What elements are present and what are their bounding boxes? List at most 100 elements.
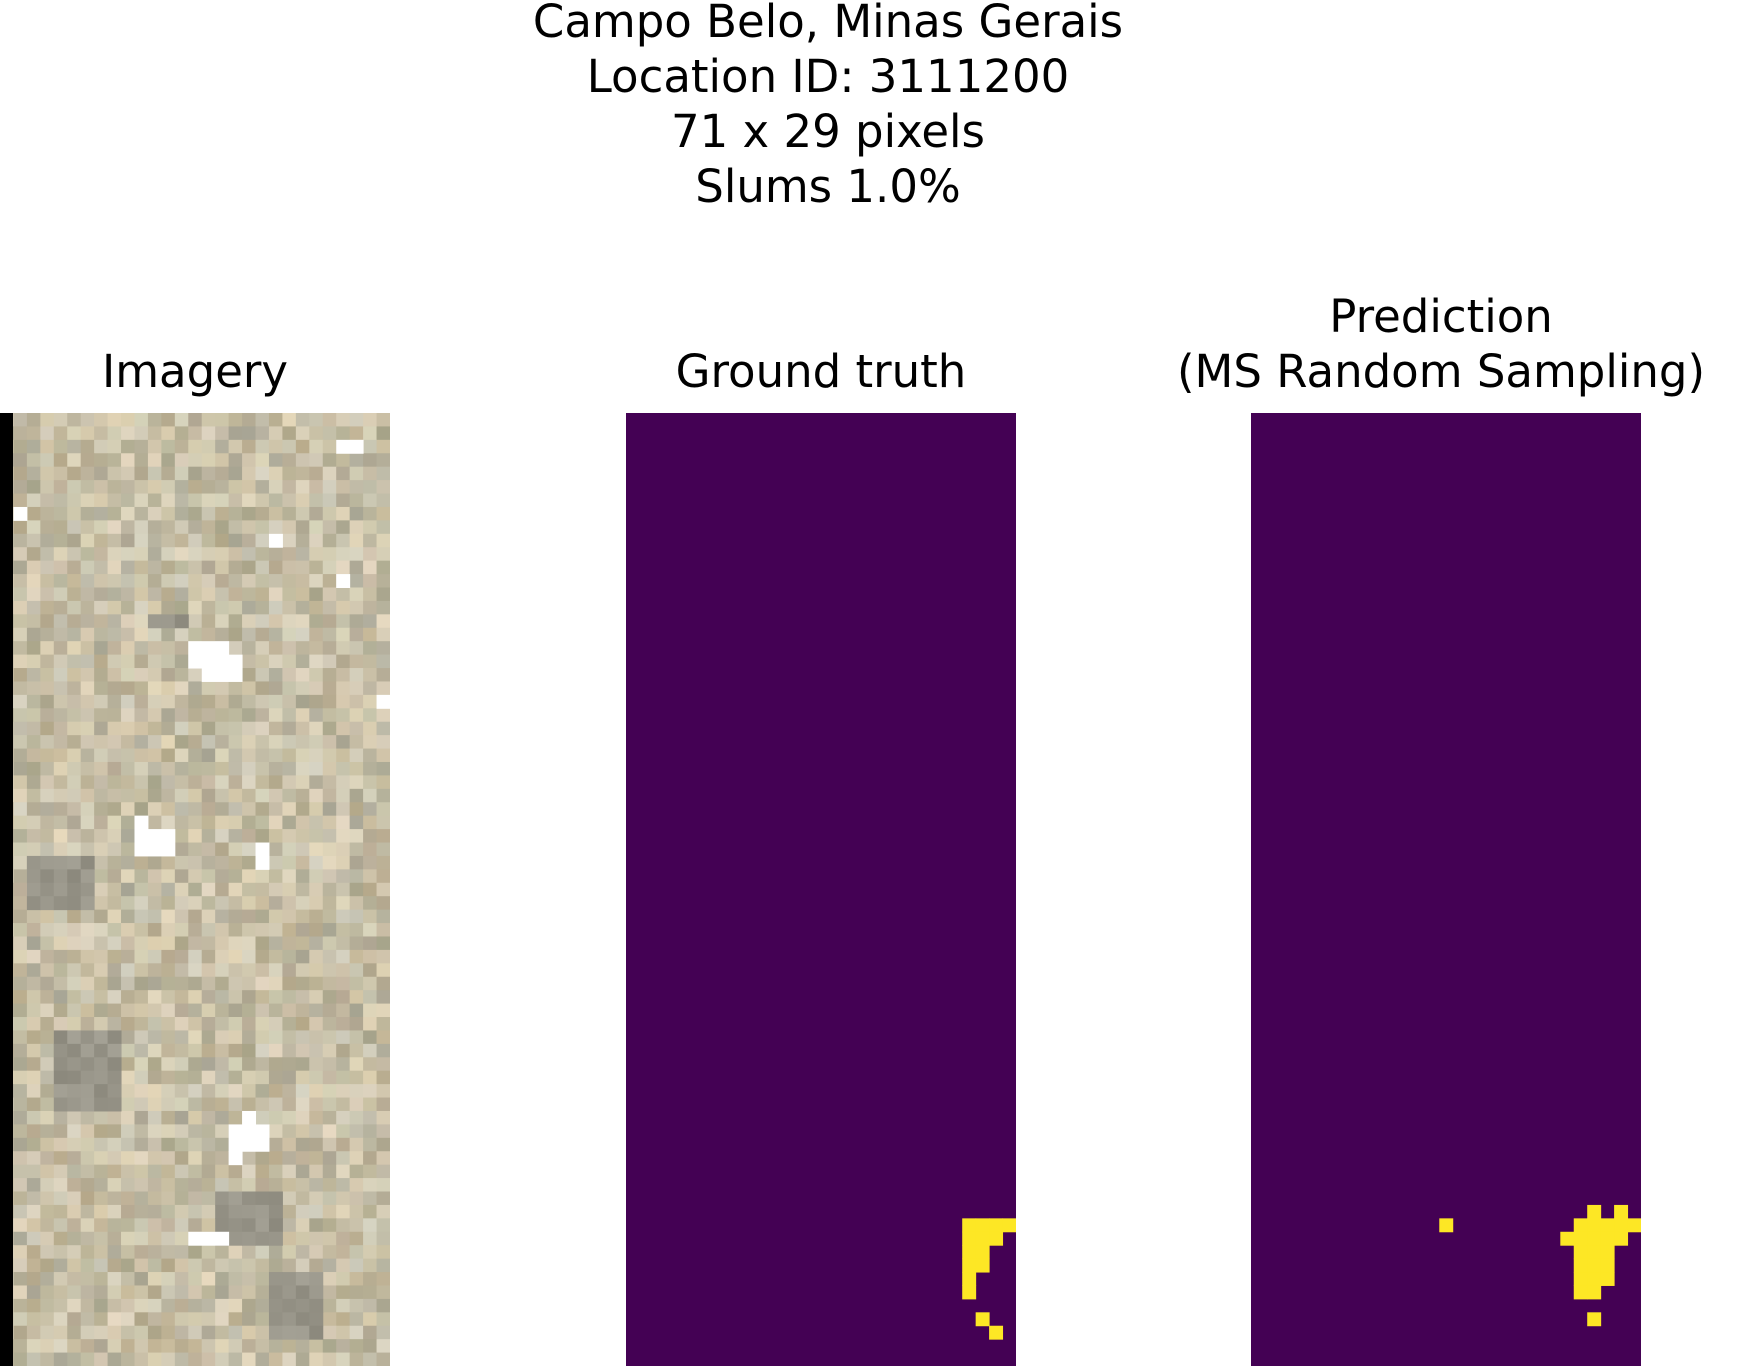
imagery-pixel bbox=[363, 627, 378, 642]
imagery-pixel bbox=[215, 1097, 230, 1112]
imagery-pixel bbox=[268, 909, 283, 924]
imagery-pixel bbox=[161, 560, 176, 575]
imagery-pixel bbox=[147, 641, 162, 656]
imagery-pixel bbox=[295, 949, 310, 964]
imagery-pixel bbox=[26, 1084, 41, 1099]
imagery-pixel bbox=[188, 1272, 203, 1286]
imagery-pixel bbox=[161, 506, 176, 521]
imagery-pixel bbox=[336, 654, 351, 669]
imagery-pixel bbox=[255, 721, 270, 736]
imagery-pixel bbox=[188, 829, 203, 844]
imagery-pixel bbox=[336, 614, 351, 629]
imagery-pixel bbox=[242, 1352, 257, 1366]
imagery-pixel bbox=[242, 668, 257, 682]
imagery-pixel bbox=[309, 614, 324, 629]
imagery-pixel bbox=[161, 1097, 176, 1112]
imagery-pixel bbox=[188, 1030, 203, 1045]
imagery-bright-pixel bbox=[228, 1151, 243, 1166]
imagery-pixel bbox=[94, 842, 109, 857]
imagery-dark-pixel bbox=[268, 1298, 283, 1313]
imagery-pixel bbox=[322, 923, 337, 937]
imagery-pixel bbox=[242, 1178, 257, 1193]
imagery-pixel bbox=[188, 721, 203, 736]
imagery-pixel bbox=[107, 1231, 122, 1246]
imagery-pixel bbox=[94, 1312, 109, 1327]
imagery-pixel bbox=[26, 1043, 41, 1058]
imagery-pixel bbox=[201, 1272, 216, 1286]
imagery-pixel bbox=[13, 627, 28, 642]
imagery-pixel bbox=[134, 909, 149, 924]
imagery-dark-pixel bbox=[94, 1057, 109, 1072]
imagery-pixel bbox=[282, 735, 297, 750]
imagery-dark-pixel bbox=[80, 1070, 95, 1085]
imagery-pixel bbox=[147, 1124, 162, 1139]
imagery-pixel bbox=[134, 506, 149, 521]
imagery-pixel bbox=[336, 1325, 351, 1340]
imagery-pixel bbox=[228, 842, 243, 857]
imagery-dark-pixel bbox=[53, 1043, 68, 1058]
imagery-pixel bbox=[376, 681, 390, 696]
imagery-pixel bbox=[188, 761, 203, 776]
imagery-pixel bbox=[295, 1352, 310, 1366]
imagery-pixel bbox=[13, 949, 28, 964]
imagery-pixel bbox=[242, 869, 257, 884]
imagery-pixel bbox=[80, 949, 95, 964]
imagery-pixel bbox=[376, 1245, 390, 1260]
imagery-pixel bbox=[121, 694, 135, 709]
imagery-pixel bbox=[174, 829, 189, 844]
imagery-pixel bbox=[174, 990, 189, 1005]
imagery-pixel bbox=[147, 453, 162, 468]
imagery-pixel bbox=[242, 708, 257, 723]
slum-pixel bbox=[975, 1258, 990, 1273]
imagery-pixel bbox=[295, 466, 310, 481]
imagery-pixel bbox=[268, 426, 283, 441]
imagery-pixel bbox=[309, 976, 324, 991]
imagery-pixel bbox=[322, 855, 337, 870]
imagery-pixel bbox=[80, 641, 95, 656]
imagery-pixel bbox=[161, 1245, 176, 1260]
imagery-pixel bbox=[336, 708, 351, 723]
imagery-pixel bbox=[107, 1339, 122, 1354]
imagery-pixel bbox=[188, 909, 203, 924]
imagery-pixel bbox=[26, 708, 41, 723]
imagery-pixel bbox=[107, 829, 122, 844]
imagery-pixel bbox=[13, 1151, 28, 1166]
imagery-pixel bbox=[134, 654, 149, 669]
imagery-pixel bbox=[121, 453, 135, 468]
imagery-pixel bbox=[174, 574, 189, 588]
imagery-pixel bbox=[161, 694, 176, 709]
imagery-pixel bbox=[363, 748, 378, 763]
imagery-pixel bbox=[322, 761, 337, 776]
imagery-pixel bbox=[268, 1352, 283, 1366]
imagery-pixel bbox=[121, 600, 135, 615]
imagery-pixel bbox=[53, 600, 68, 615]
imagery-pixel bbox=[268, 1151, 283, 1166]
imagery-pixel bbox=[67, 1164, 82, 1179]
imagery-pixel bbox=[255, 923, 270, 937]
imagery-pixel bbox=[40, 761, 55, 776]
imagery-pixel bbox=[188, 453, 203, 468]
imagery-pixel bbox=[309, 735, 324, 750]
imagery-pixel bbox=[26, 1312, 41, 1327]
imagery-pixel bbox=[134, 1285, 149, 1300]
imagery-pixel bbox=[228, 1245, 243, 1260]
imagery-dark-pixel bbox=[215, 1204, 230, 1219]
imagery-pixel bbox=[363, 735, 378, 750]
imagery-pixel bbox=[147, 1258, 162, 1273]
imagery-pixel bbox=[80, 600, 95, 615]
imagery-pixel bbox=[282, 533, 297, 548]
imagery-pixel bbox=[268, 1110, 283, 1125]
imagery-pixel bbox=[336, 681, 351, 696]
imagery-pixel bbox=[147, 788, 162, 803]
imagery-pixel bbox=[309, 547, 324, 562]
imagery-pixel bbox=[147, 1298, 162, 1313]
imagery-pixel bbox=[53, 506, 68, 521]
imagery-pixel bbox=[121, 1218, 135, 1233]
imagery-pixel bbox=[349, 855, 364, 870]
imagery-pixel bbox=[242, 493, 257, 508]
imagery-pixel bbox=[322, 614, 337, 629]
imagery-pixel bbox=[322, 1339, 337, 1354]
imagery-pixel bbox=[174, 788, 189, 803]
imagery-pixel bbox=[201, 1003, 216, 1018]
imagery-pixel bbox=[147, 413, 162, 427]
